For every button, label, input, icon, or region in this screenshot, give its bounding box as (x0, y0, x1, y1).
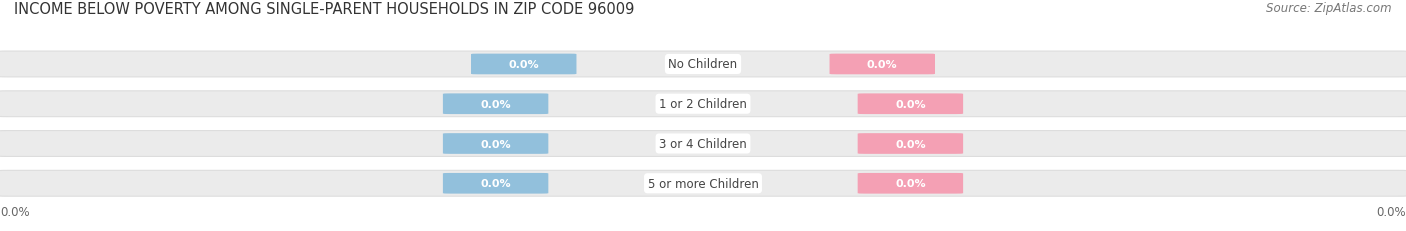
FancyBboxPatch shape (443, 173, 548, 194)
FancyBboxPatch shape (858, 173, 963, 194)
Text: 0.0%: 0.0% (896, 139, 925, 149)
FancyBboxPatch shape (0, 131, 1406, 157)
FancyBboxPatch shape (0, 52, 1406, 78)
FancyBboxPatch shape (471, 54, 576, 75)
FancyBboxPatch shape (858, 134, 963, 154)
Text: 3 or 4 Children: 3 or 4 Children (659, 137, 747, 150)
Text: 1 or 2 Children: 1 or 2 Children (659, 98, 747, 111)
Text: 0.0%: 0.0% (481, 99, 510, 109)
Text: 0.0%: 0.0% (868, 60, 897, 70)
Text: 5 or more Children: 5 or more Children (648, 177, 758, 190)
Text: No Children: No Children (668, 58, 738, 71)
FancyBboxPatch shape (858, 94, 963, 115)
FancyBboxPatch shape (830, 54, 935, 75)
Text: INCOME BELOW POVERTY AMONG SINGLE-PARENT HOUSEHOLDS IN ZIP CODE 96009: INCOME BELOW POVERTY AMONG SINGLE-PARENT… (14, 2, 634, 17)
FancyBboxPatch shape (443, 94, 548, 115)
Text: 0.0%: 0.0% (896, 99, 925, 109)
Text: 0.0%: 0.0% (481, 139, 510, 149)
Text: 0.0%: 0.0% (509, 60, 538, 70)
FancyBboxPatch shape (0, 91, 1406, 117)
Text: Source: ZipAtlas.com: Source: ZipAtlas.com (1267, 2, 1392, 15)
FancyBboxPatch shape (0, 171, 1406, 196)
Text: 0.0%: 0.0% (1376, 205, 1406, 218)
FancyBboxPatch shape (443, 134, 548, 154)
Text: 0.0%: 0.0% (481, 179, 510, 188)
Text: 0.0%: 0.0% (0, 205, 30, 218)
Text: 0.0%: 0.0% (896, 179, 925, 188)
